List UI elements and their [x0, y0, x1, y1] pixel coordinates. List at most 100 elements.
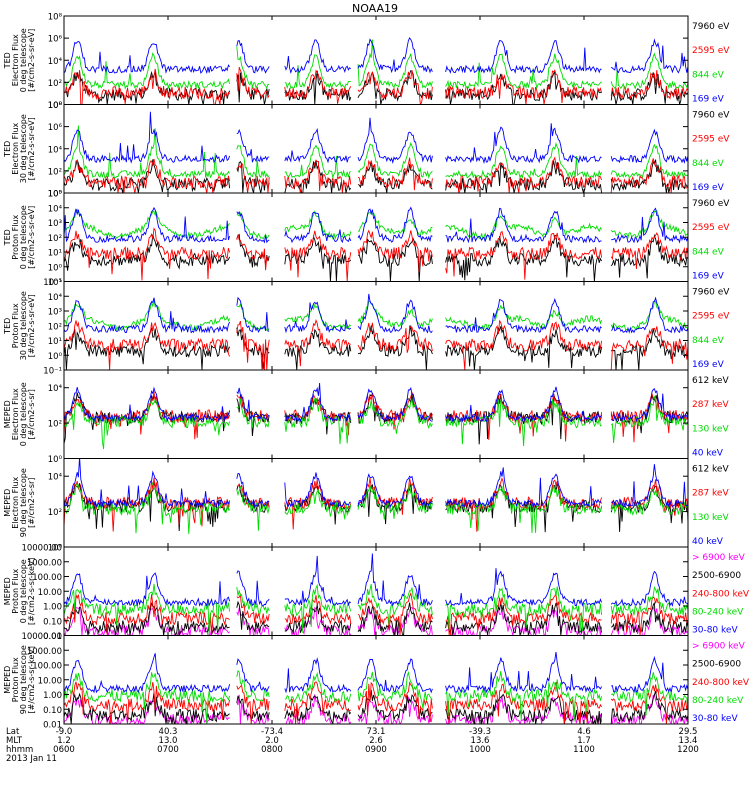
legend-entry: 2500-6900 — [692, 660, 741, 670]
series-line — [64, 318, 688, 370]
y-tick-label: 10⁸ — [48, 101, 63, 111]
footer-value: -39.3 — [469, 727, 491, 737]
footer-row-label: MLT — [6, 736, 23, 746]
y-axis-label-line: [#/cm2-s-sr] — [27, 389, 36, 439]
series-line — [64, 382, 688, 423]
y-tick-label: 10.00 — [38, 588, 62, 598]
series-line — [64, 583, 688, 636]
y-tick-label: 0.10 — [43, 617, 62, 627]
legend-entry: 169 eV — [692, 95, 725, 105]
y-axis-label-line: TED — [3, 318, 12, 335]
y-axis-label-line: TED — [3, 52, 12, 69]
footer-value: 2.0 — [265, 736, 279, 746]
y-axis-label-line: 0 deg telescope — [19, 559, 28, 623]
footer-value: 1100 — [573, 745, 595, 755]
y-tick-label: 10² — [48, 420, 62, 430]
series-line — [64, 553, 688, 607]
y-tick-label: 10⁴ — [48, 204, 63, 214]
y-axis-label-line: 0 deg telescope — [19, 382, 28, 446]
y-tick-label: 10⁴ — [48, 57, 63, 67]
y-tick-label: 10⁴ — [48, 384, 63, 394]
y-axis-label-line: Electron Flux — [11, 122, 20, 174]
footer-row-label: hhmm — [6, 745, 33, 755]
legend-entry: 7960 eV — [692, 288, 730, 298]
y-tick-label: 1.00 — [43, 691, 62, 701]
series-line — [64, 693, 688, 724]
y-tick-label: 10¹ — [48, 249, 62, 259]
y-axis-label-line: Electron Flux — [11, 476, 20, 528]
y-axis-label-line: Electron Flux — [11, 388, 20, 440]
legend-entry: > 6900 keV — [692, 642, 746, 652]
footer-value: 2.6 — [369, 736, 383, 746]
legend-entry: 80-240 keV — [692, 607, 744, 617]
y-axis-label-line: Proton Flux — [11, 215, 20, 260]
y-axis-label-line: 30 deg telescope — [19, 114, 28, 183]
footer-value: 1.7 — [577, 736, 591, 746]
legend-entry: 844 eV — [692, 70, 725, 80]
y-axis-label-line: Proton Flux — [11, 303, 20, 348]
y-tick-label: 10⁴ — [48, 145, 63, 155]
legend-entry: 240-800 keV — [692, 589, 750, 599]
y-tick-label: 10⁴ — [48, 473, 63, 483]
y-tick-label: 10³ — [48, 308, 62, 318]
legend-entry: 287 keV — [692, 489, 729, 499]
series-line — [64, 299, 688, 332]
series-line — [64, 111, 688, 165]
y-tick-label: 10² — [48, 234, 62, 244]
y-tick-label: 0.01 — [43, 632, 62, 642]
legend-entry: 287 keV — [692, 400, 729, 410]
panel-7: 0.01 0.10 1.00 10.00 100.00 1000.00 10000.00 ME… — [3, 544, 750, 643]
footer-group: Lat -9.0 40.3 -73.4 73.1 -39.3 4.6 29.5 MLT 1.2 13… — [6, 727, 699, 764]
y-tick-label: 10000.00 — [21, 544, 62, 554]
panel-1: 10⁰ 10² 10⁴ 10⁶ 10⁸ TED Electron Flux 0 deg tel… — [3, 13, 730, 112]
footer-value: 0900 — [365, 745, 387, 755]
series-line — [64, 233, 688, 282]
legend-entry: 169 eV — [692, 272, 725, 282]
y-tick-label: 10⁰ — [48, 352, 63, 362]
y-tick-label: 10⁰ — [48, 101, 63, 111]
series-line — [64, 208, 688, 241]
legend-entry: 240-800 keV — [692, 678, 750, 688]
legend-entry: 2595 eV — [692, 135, 730, 145]
y-tick-label: 10⁸ — [48, 13, 63, 23]
legend-entry: 612 keV — [692, 376, 729, 386]
y-axis-label-line: MEPED — [3, 666, 12, 694]
legend-entry: 844 eV — [692, 159, 725, 169]
footer-value: 0600 — [53, 745, 75, 755]
y-axis-label-line: 0 deg telescope — [19, 205, 28, 269]
y-axis-label-line: 30 deg telescope — [19, 291, 28, 360]
legend-entry: 30-80 keV — [692, 626, 738, 636]
legend-entry: 30-80 keV — [692, 714, 738, 724]
y-tick-label: 10² — [48, 508, 62, 518]
legend-entry: 844 eV — [692, 336, 725, 346]
panel-6: 10⁰ 10² 10⁴ MEPED Electron Flux 90 deg telesc… — [3, 458, 729, 554]
footer-value: 13.0 — [159, 736, 178, 746]
series-line — [64, 481, 688, 535]
series-line — [64, 395, 688, 450]
panel-frame — [63, 192, 689, 282]
footer-row-label: Lat — [6, 727, 20, 737]
panel-4: 10⁻¹ 10⁰ 10¹ 10² 10³ 10⁴ 10⁵ TED Proton Flux 30 d… — [3, 278, 730, 377]
footer-value: 13.6 — [471, 736, 490, 746]
legend-entry: 130 keV — [692, 513, 729, 523]
legend-entry: 169 eV — [692, 183, 725, 193]
series-line — [64, 681, 688, 724]
chart-title: NOAA19 — [352, 2, 398, 15]
legend-entry: 169 eV — [692, 360, 725, 370]
y-axis-label-line: Electron Flux — [11, 34, 20, 86]
legend-entry: 2500-6900 — [692, 571, 741, 581]
y-tick-label: 1000.00 — [27, 558, 62, 568]
y-axis-label-line: 0 deg telescope — [19, 28, 28, 92]
y-axis-label-line: Proton Flux — [11, 657, 20, 702]
y-tick-label: 10³ — [48, 219, 62, 229]
y-axis-label-line: [#/cm2-s-sr-eV] — [27, 117, 36, 180]
y-axis-label-line: TED — [3, 141, 12, 158]
footer-value: 1.2 — [57, 736, 71, 746]
footer-value: 1200 — [677, 745, 699, 755]
y-axis-label-line: [#/cm2-s-sr-keV] — [27, 558, 36, 625]
y-tick-label: 10⁰ — [48, 544, 63, 554]
y-tick-label: 100.00 — [32, 662, 62, 672]
y-axis-label-line: [#/cm2-s-sr] — [27, 478, 36, 528]
